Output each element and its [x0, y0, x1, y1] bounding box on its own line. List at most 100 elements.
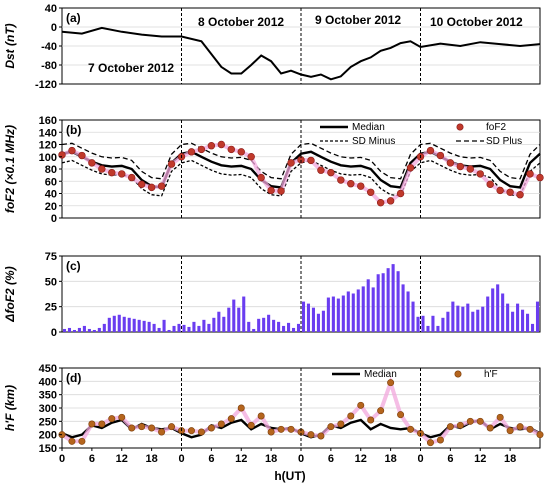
ytick-label-a: -80	[41, 60, 57, 72]
hf-point	[536, 431, 544, 439]
delta-fof2-bar	[112, 315, 116, 332]
delta-fof2-bar	[217, 311, 221, 332]
delta-fof2-bar	[401, 284, 405, 332]
xtick-label: 12	[474, 453, 486, 465]
ytick-label-b: 20	[45, 201, 57, 213]
delta-fof2-bar	[421, 315, 425, 332]
fof2-point	[466, 165, 474, 173]
ytick-label-c: 75	[45, 251, 57, 263]
day-label-2: 8 October 2012	[198, 15, 284, 29]
hf-point	[88, 420, 96, 428]
xtick-label: 6	[208, 453, 214, 465]
delta-fof2-bar	[466, 303, 470, 332]
fof2-point	[147, 183, 156, 192]
ytick-label-d: 200	[39, 430, 57, 442]
xtick-label: 6	[328, 453, 334, 465]
hf-point	[526, 425, 534, 433]
hf-point	[158, 428, 166, 436]
delta-fof2-bar	[97, 327, 101, 332]
fof2-point	[58, 151, 66, 159]
delta-fof2-bar	[336, 298, 340, 332]
fof2-point	[406, 164, 415, 172]
fof2-point	[396, 189, 405, 198]
delta-fof2-bar	[391, 264, 395, 332]
fof2-point	[267, 186, 275, 195]
delta-fof2-bar	[351, 293, 355, 332]
ytick-label-a: 40	[45, 3, 57, 15]
delta-fof2-bar	[321, 310, 325, 332]
delta-fof2-bar	[152, 323, 156, 332]
hf-point	[217, 420, 225, 428]
ytick-label-d: 450	[39, 363, 57, 375]
panel-c: 75 50 25 0 (c) ΔfoF2 (%)	[3, 251, 541, 339]
delta-fof2-bar	[341, 295, 345, 332]
day-label-3: 9 October 2012	[315, 13, 401, 27]
delta-fof2-bar	[197, 325, 201, 332]
panel-b-label: (b)	[66, 123, 81, 137]
delta-fof2-bar	[272, 319, 276, 332]
delta-fof2-bar	[371, 287, 375, 332]
delta-fof2-bar	[287, 322, 291, 332]
fof2-point	[436, 151, 445, 160]
delta-fof2-bar	[162, 319, 166, 332]
delta-fof2-bar	[117, 314, 121, 332]
delta-fof2-bar	[212, 317, 216, 332]
hf-point	[307, 431, 315, 439]
ytick-label-d: 300	[39, 403, 57, 415]
delta-fof2-bar	[356, 289, 360, 332]
xtick-label: 0	[178, 453, 184, 465]
delta-fof2-bar	[501, 293, 505, 332]
fof2-point	[496, 186, 504, 195]
x-axis-title: h(UT)	[274, 469, 305, 483]
delta-fof2-bar	[331, 296, 335, 332]
delta-fof2-bar	[381, 273, 385, 332]
fof2-point	[446, 159, 455, 167]
fof2-point	[376, 198, 385, 207]
hf-point	[227, 415, 235, 423]
delta-fof2-bar	[177, 323, 181, 332]
delta-fof2-bar	[491, 288, 495, 332]
day-label-1: 7 October 2012	[88, 61, 174, 75]
panel-a-label: (a)	[66, 11, 81, 25]
legend-fof2-swatch	[456, 123, 464, 131]
hf-point	[168, 423, 176, 431]
xtick-label: 6	[447, 453, 453, 465]
hf-point	[197, 428, 205, 436]
ytick-label-c: 50	[45, 276, 57, 288]
hf-point	[277, 425, 285, 433]
ytick-label-d: 400	[39, 376, 57, 388]
delta-fof2-bar	[167, 329, 171, 332]
hf-point	[68, 437, 76, 445]
delta-fof2-bar	[147, 321, 151, 332]
panel-d-label: (d)	[66, 371, 81, 385]
legend-fof2-label: foF2	[486, 122, 506, 133]
delta-fof2-bar	[291, 327, 296, 332]
delta-fof2-bar	[257, 318, 261, 332]
delta-fof2-bar	[416, 316, 420, 332]
hf-point	[506, 427, 514, 435]
delta-fof2-bar	[187, 326, 191, 332]
fof2-point	[486, 180, 494, 189]
legend-hf-swatch	[454, 370, 462, 378]
hf-point	[446, 423, 454, 431]
delta-fof2-bar	[535, 301, 540, 332]
xtick-label: 18	[146, 453, 158, 465]
delta-fof2-bar	[316, 313, 320, 332]
panel-a-ylabel: Dst (nT)	[3, 23, 17, 68]
fof2-point	[207, 142, 216, 150]
delta-fof2-bar	[296, 323, 301, 332]
hf-point	[456, 421, 464, 429]
panel-b-ylabel: foF2 (×0.1 MHz)	[3, 125, 17, 213]
ytick-label-c: 0	[51, 327, 57, 339]
legend-median-label: Median	[352, 122, 385, 133]
delta-fof2-bar	[456, 305, 460, 332]
delta-fof2-bar	[132, 318, 136, 332]
delta-fof2-bar	[511, 311, 515, 332]
delta-fof2-bar	[232, 299, 236, 332]
hf-point	[377, 407, 385, 415]
hf-point	[436, 436, 444, 444]
fof2-point	[98, 165, 106, 173]
delta-fof2-bar	[262, 317, 266, 332]
xtick-label: 18	[385, 453, 397, 465]
